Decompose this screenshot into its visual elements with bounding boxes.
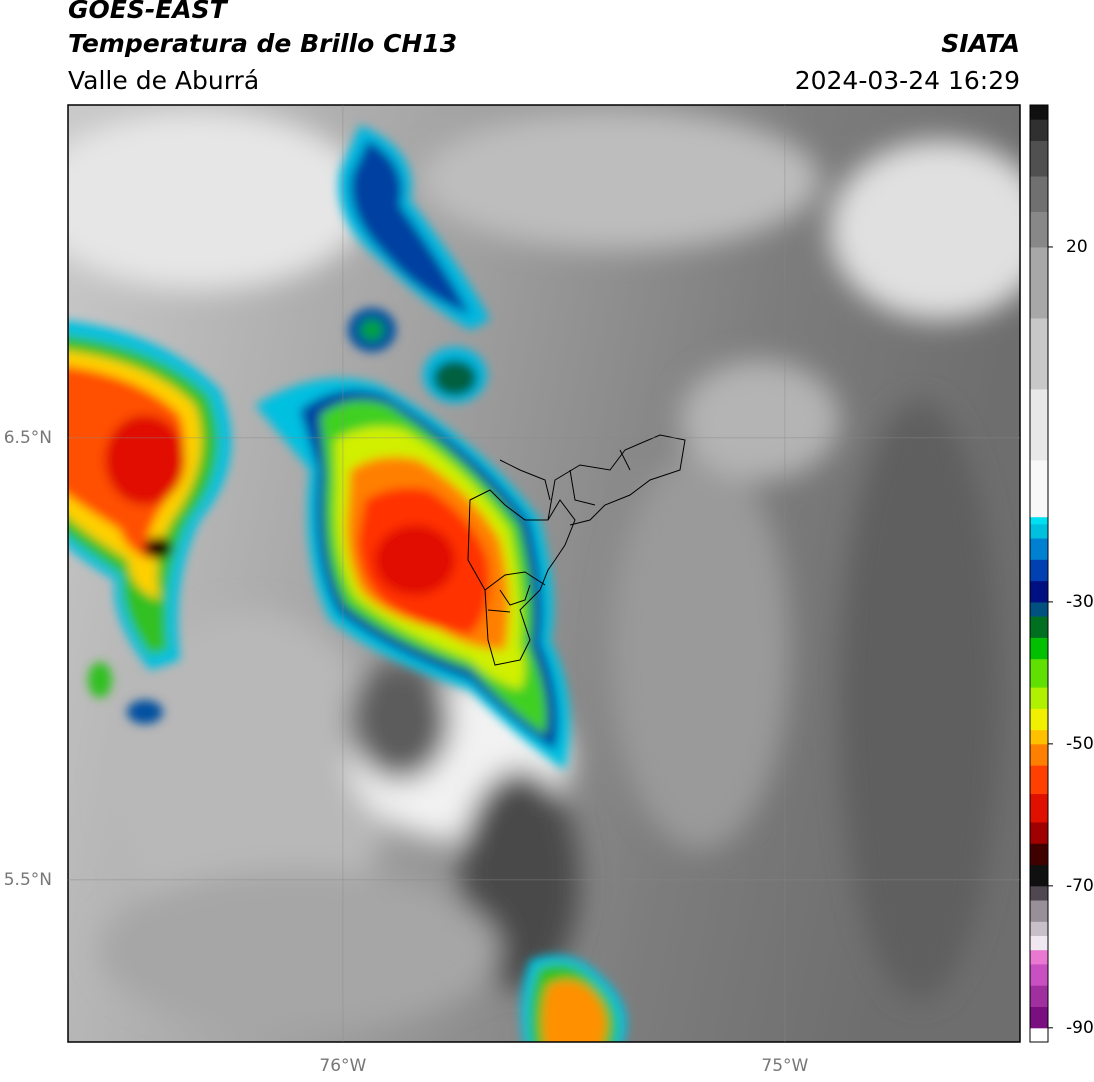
colorbar-band [1030,459,1048,518]
colorbar-band [1030,516,1048,525]
x-tick-label: 76°W [319,1056,366,1076]
y-tick-label: 5.5°N [4,870,52,890]
colorbar-band [1030,963,1048,986]
colorbar-band [1030,935,1048,951]
subtitle: Temperatura de Brillo CH13 [68,29,457,58]
colorbar-band [1030,580,1048,603]
municipal-boundaries [467,434,686,666]
colorbar-band [1030,538,1048,560]
colorbar-band [1030,843,1048,866]
source: SIATA [941,29,1020,58]
colorbar-band [1030,708,1048,731]
colorbar-band [1030,864,1048,887]
colorbar-band [1030,821,1048,844]
colorbar-tick-label: -70 [1066,876,1094,896]
colorbar-band [1030,211,1048,248]
colorbar-band [1030,523,1048,539]
map-frame [67,104,1021,1043]
colorbar-band [1030,1027,1048,1043]
colorbar-band [1030,246,1048,319]
colorbar-band [1030,616,1048,638]
colorbar-band [1030,140,1048,177]
y-tick-label: 6.5°N [4,428,52,448]
colorbar-band [1030,388,1048,461]
colorbar-band [1030,885,1048,901]
colorbar-band [1030,793,1048,823]
colorbar-band [1030,687,1048,709]
colorbar-band [1030,900,1048,922]
colorbar-band [1030,1006,1048,1029]
title: GOES-EAST [68,0,229,24]
colorbar-band [1030,765,1048,795]
colorbar-tick-label: -30 [1066,592,1094,612]
colorbar-tick-label: -50 [1066,734,1094,754]
colorbar-band [1030,985,1048,1008]
datetime: 2024-03-24 16:29 [795,66,1020,95]
colorbar-band [1030,743,1048,766]
colorbar-tick-label: -90 [1066,1018,1094,1038]
colorbar-band [1030,729,1048,745]
colorbar-band [1030,105,1048,120]
x-tick-label: 75°W [761,1056,808,1076]
region: Valle de Aburrá [68,66,259,95]
colorbar-frame [1029,104,1049,1043]
colorbar-band [1030,317,1048,390]
colorbar-tick-label: 20 [1066,237,1088,257]
colorbar-band [1030,601,1048,617]
satellite-image [68,105,1020,1042]
colorbar-band [1030,637,1048,660]
colorbar-band [1030,658,1048,688]
colorbar-band [1030,949,1048,965]
colorbar-band [1030,119,1048,141]
colorbar-band [1030,921,1048,937]
colorbar-band [1030,175,1048,212]
colorbar-band [1030,559,1048,582]
